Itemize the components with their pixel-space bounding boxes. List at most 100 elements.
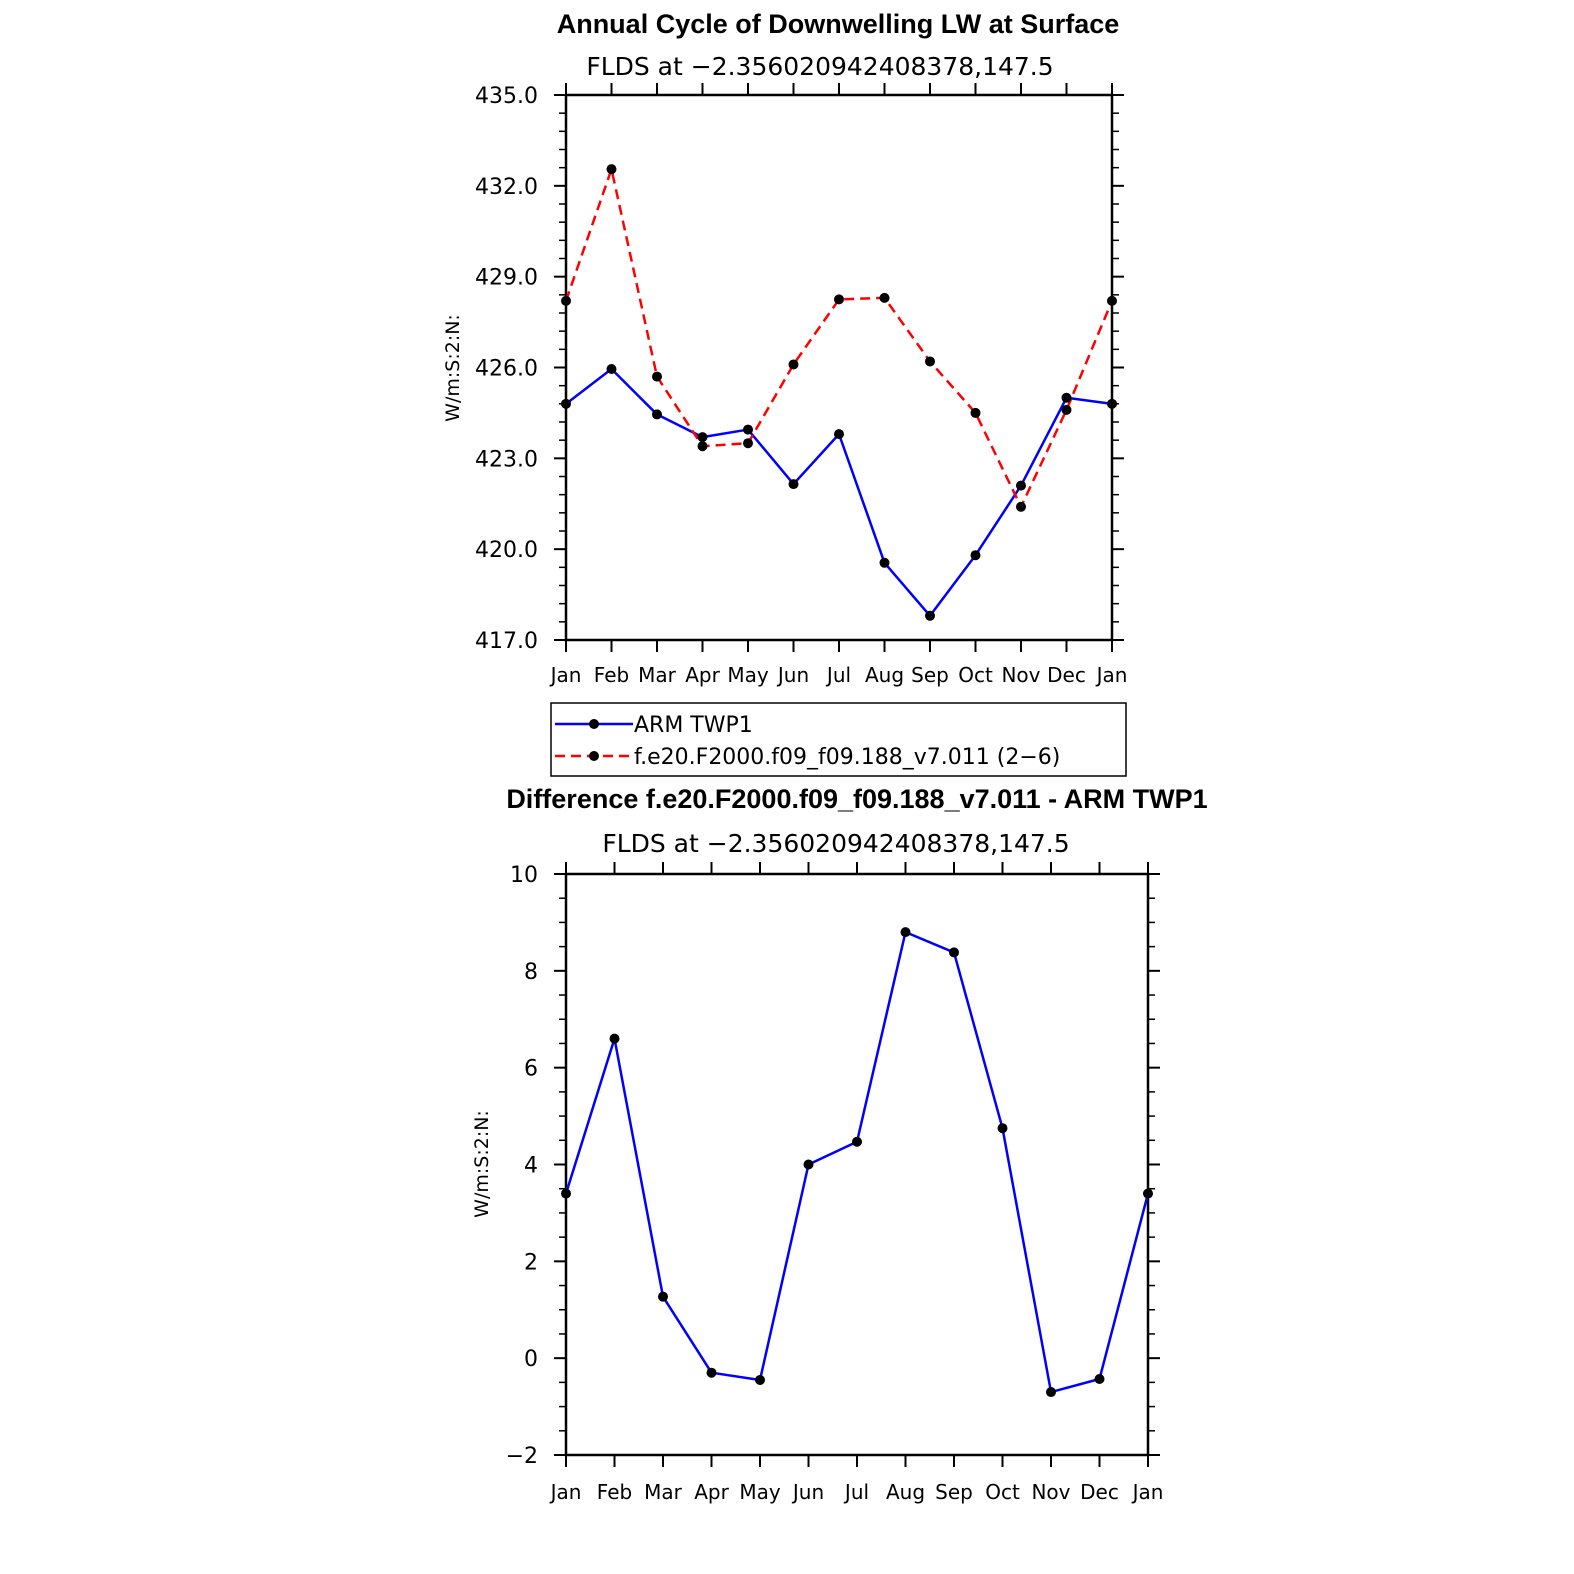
x-tick-label: Mar xyxy=(644,1480,683,1504)
y-tick-label: 429.0 xyxy=(475,266,538,291)
data-point xyxy=(658,1291,668,1302)
data-point xyxy=(606,364,617,375)
y-tick-label: 8 xyxy=(524,960,538,985)
data-point xyxy=(834,429,844,440)
legend-label-arm: ARM TWP1 xyxy=(634,713,753,738)
data-point xyxy=(852,1136,862,1147)
plot-frame xyxy=(564,93,1114,642)
data-point xyxy=(925,356,935,367)
axes: −2 0 2 4 6 8 10 Jan Feb Mar Apr May Jun Jul Aug Sep Oct N… xyxy=(506,862,1164,1504)
x-tick-label: Jan xyxy=(549,663,582,687)
x-tick-label: Mar xyxy=(638,663,677,687)
y-axis-label: W/m:S:2:N: xyxy=(442,314,464,422)
x-tick-label: Jan xyxy=(549,1480,582,1504)
x-tick-label: Apr xyxy=(685,663,720,687)
data-point xyxy=(925,610,935,621)
data-point xyxy=(1046,1387,1056,1398)
data-point xyxy=(879,557,890,568)
y-tick-label: 423.0 xyxy=(475,447,538,472)
data-point xyxy=(788,479,799,490)
x-tick-label: Nov xyxy=(1031,1480,1070,1504)
legend-box xyxy=(550,702,1127,777)
chart-subtitle: FLDS at −2.356020942408378,147.5 xyxy=(586,52,1053,81)
data-point xyxy=(652,371,662,382)
data-point xyxy=(970,407,981,418)
data-point xyxy=(561,1188,571,1199)
data-point xyxy=(949,947,959,958)
x-tick-label: May xyxy=(739,1480,781,1504)
x-tick-label: Jan xyxy=(1095,663,1128,687)
data-point xyxy=(1107,398,1117,409)
data-point xyxy=(788,359,799,370)
x-tick-label: Jul xyxy=(825,663,851,687)
data-point xyxy=(743,424,753,435)
data-point xyxy=(1143,1188,1153,1199)
data-point xyxy=(1016,480,1026,491)
series-line-0 xyxy=(564,930,1150,1394)
data-point xyxy=(743,438,753,449)
x-tick-label: Aug xyxy=(865,663,904,687)
data-point xyxy=(706,1367,717,1378)
data-point xyxy=(1061,392,1072,403)
x-tick-label: Aug xyxy=(886,1480,925,1504)
axes: 417.0 420.0 423.0 426.0 429.0 432.0 435.0 Jan Fe… xyxy=(475,83,1127,687)
y-tick-label: 4 xyxy=(524,1154,538,1179)
legend-marker-model xyxy=(589,751,599,761)
x-tick-label: Apr xyxy=(694,1480,729,1504)
x-tick-label: Feb xyxy=(594,663,629,687)
data-point xyxy=(561,398,571,409)
y-tick-label: 0 xyxy=(524,1347,538,1372)
y-tick-label: 420.0 xyxy=(475,538,538,563)
y-tick-label: 10 xyxy=(510,863,538,888)
data-point xyxy=(561,295,571,306)
y-tick-label: 417.0 xyxy=(475,629,538,654)
plot-frame xyxy=(564,872,1150,1457)
x-tick-label: Oct xyxy=(985,1480,1020,1504)
data-point xyxy=(1107,295,1117,306)
data-point xyxy=(755,1374,765,1385)
data-point xyxy=(697,441,708,452)
x-tick-label: Jul xyxy=(843,1480,869,1504)
data-point xyxy=(900,927,911,938)
x-tick-label: May xyxy=(727,663,769,687)
y-axis-label: W/m:S:2:N: xyxy=(471,1110,493,1218)
difference-chart: Difference f.e20.F2000.f09_f09.188_v7.01… xyxy=(471,784,1208,1504)
legend: ARM TWP1 f.e20.F2000.f09_f09.188_v7.011 … xyxy=(550,702,1127,777)
data-point xyxy=(879,292,890,303)
annual-cycle-chart: Annual Cycle of Downwelling LW at Surfac… xyxy=(442,9,1127,687)
data-point xyxy=(1016,501,1026,512)
data-point xyxy=(652,409,662,420)
series xyxy=(561,164,1117,621)
data-point xyxy=(970,550,981,561)
y-tick-label: −2 xyxy=(506,1444,538,1469)
x-tick-label: Nov xyxy=(1001,663,1040,687)
x-tick-label: Feb xyxy=(597,1480,632,1504)
chart-title: Annual Cycle of Downwelling LW at Surfac… xyxy=(557,9,1120,39)
legend-label-model: f.e20.F2000.f09_f09.188_v7.011 (2−6) xyxy=(634,745,1060,770)
y-tick-label: 435.0 xyxy=(475,84,538,109)
x-tick-label: Oct xyxy=(958,663,993,687)
data-point xyxy=(606,164,617,175)
legend-marker-arm xyxy=(589,719,599,729)
x-tick-label: Sep xyxy=(911,663,949,687)
data-point xyxy=(697,432,708,443)
data-point xyxy=(834,294,844,305)
x-tick-label: Jan xyxy=(1131,1480,1164,1504)
x-tick-label: Jun xyxy=(791,1480,824,1504)
x-tick-label: Dec xyxy=(1047,663,1086,687)
y-tick-label: 432.0 xyxy=(475,175,538,200)
data-point xyxy=(1094,1373,1105,1384)
series-line-0 xyxy=(565,367,1113,618)
x-tick-label: Dec xyxy=(1080,1480,1119,1504)
y-tick-label: 2 xyxy=(524,1250,538,1275)
data-point xyxy=(609,1033,620,1044)
series xyxy=(561,927,1153,1398)
data-point xyxy=(1061,404,1072,415)
y-tick-label: 6 xyxy=(524,1057,538,1082)
chart-title: Difference f.e20.F2000.f09_f09.188_v7.01… xyxy=(506,784,1207,814)
x-tick-label: Jun xyxy=(776,663,809,687)
series-line-1 xyxy=(564,167,1114,509)
chart-subtitle: FLDS at −2.356020942408378,147.5 xyxy=(602,829,1069,858)
data-point xyxy=(997,1123,1008,1134)
